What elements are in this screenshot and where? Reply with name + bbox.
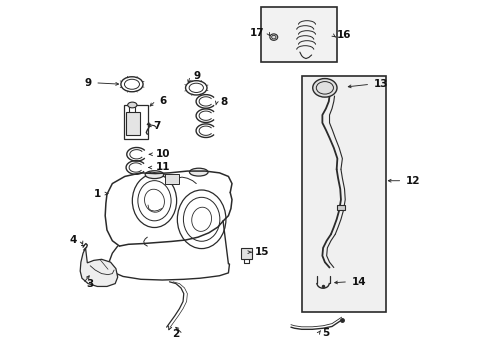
Text: 4: 4 bbox=[70, 235, 77, 245]
Text: 17: 17 bbox=[249, 28, 264, 38]
Text: 5: 5 bbox=[322, 328, 329, 338]
Text: 8: 8 bbox=[220, 97, 227, 107]
Text: 9: 9 bbox=[84, 78, 91, 88]
Text: 10: 10 bbox=[156, 149, 170, 159]
Text: 16: 16 bbox=[336, 30, 350, 40]
Ellipse shape bbox=[312, 78, 336, 97]
Text: 9: 9 bbox=[193, 71, 201, 81]
Polygon shape bbox=[241, 248, 251, 258]
Text: 13: 13 bbox=[373, 79, 387, 89]
Ellipse shape bbox=[269, 34, 277, 40]
Bar bbox=[165, 174, 179, 184]
Ellipse shape bbox=[189, 168, 207, 176]
Text: 7: 7 bbox=[153, 121, 161, 131]
Text: 3: 3 bbox=[86, 279, 94, 289]
Text: 14: 14 bbox=[351, 277, 366, 287]
Bar bbox=[125, 112, 140, 135]
Text: 11: 11 bbox=[156, 162, 170, 172]
Text: 15: 15 bbox=[254, 247, 268, 257]
Text: 6: 6 bbox=[159, 96, 166, 106]
Polygon shape bbox=[336, 205, 345, 210]
Bar bbox=[301, 76, 385, 312]
Polygon shape bbox=[80, 248, 118, 287]
Ellipse shape bbox=[127, 102, 137, 108]
Text: 12: 12 bbox=[405, 176, 420, 186]
Bar bbox=[260, 7, 337, 62]
Text: 1: 1 bbox=[94, 189, 101, 199]
Bar bbox=[123, 105, 148, 139]
Ellipse shape bbox=[145, 171, 163, 179]
Text: 2: 2 bbox=[172, 329, 179, 339]
